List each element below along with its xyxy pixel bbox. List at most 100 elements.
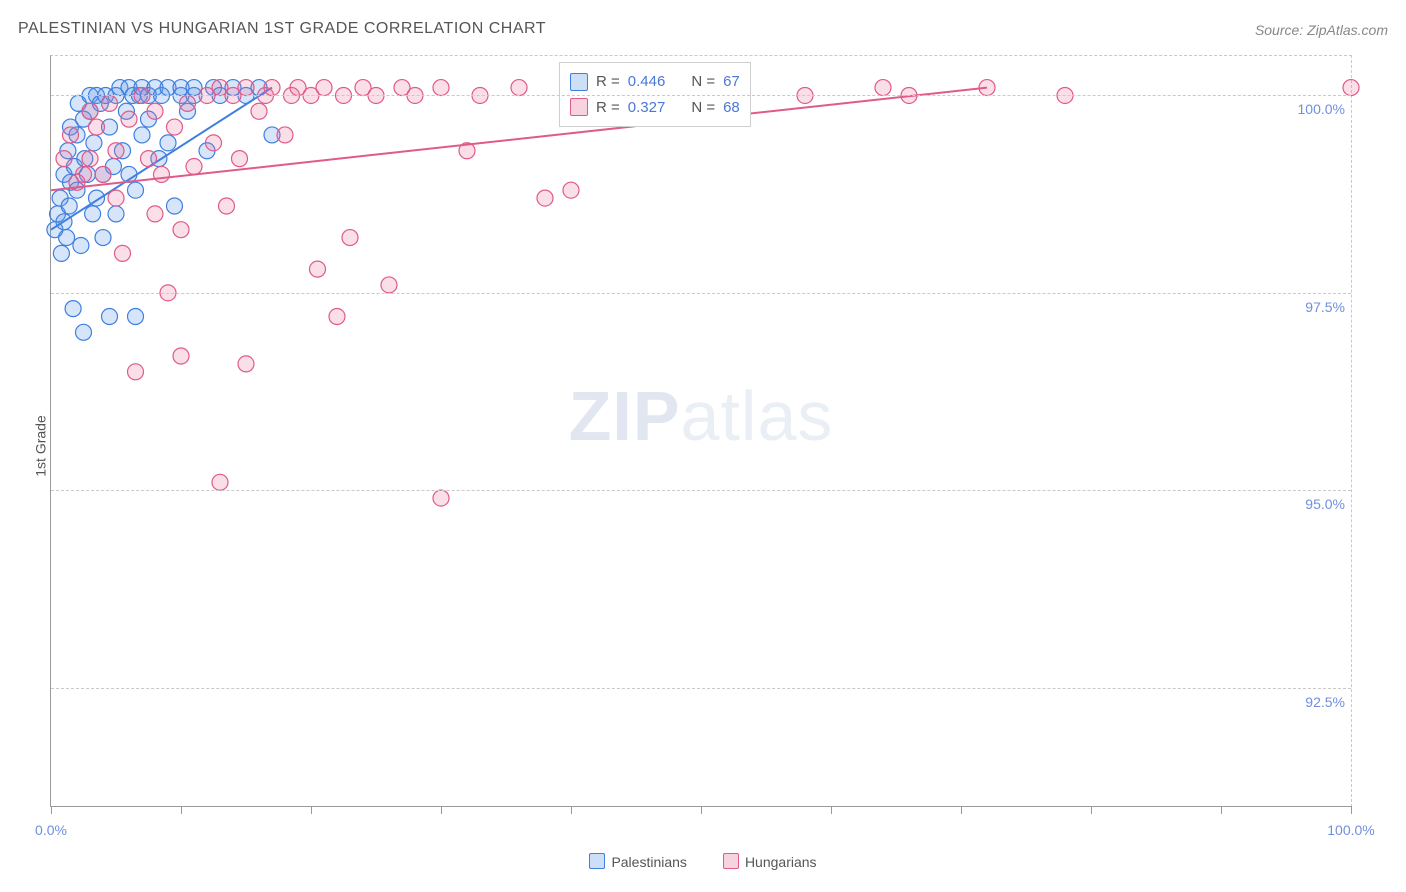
data-point <box>63 127 79 143</box>
legend-label: Hungarians <box>745 854 817 870</box>
data-point <box>219 198 235 214</box>
y-tick-label: 92.5% <box>1305 694 1345 710</box>
data-point <box>206 135 222 151</box>
data-point <box>147 103 163 119</box>
data-point <box>316 80 332 96</box>
legend-swatch <box>589 853 605 869</box>
data-point <box>53 245 69 261</box>
data-point <box>82 103 98 119</box>
stats-swatch <box>570 73 588 91</box>
data-point <box>76 166 92 182</box>
y-axis-label: 1st Grade <box>33 415 49 476</box>
data-point <box>95 166 111 182</box>
chart-svg <box>51 56 1351 806</box>
data-point <box>95 230 111 246</box>
legend-item: Palestinians <box>589 854 687 870</box>
data-point <box>115 245 131 261</box>
x-tick <box>1091 806 1092 814</box>
data-point <box>232 151 248 167</box>
data-point <box>147 206 163 222</box>
data-point <box>76 324 92 340</box>
data-point <box>82 151 98 167</box>
legend-swatch <box>723 853 739 869</box>
bottom-legend: Palestinians Hungarians <box>0 853 1406 870</box>
data-point <box>511 80 527 96</box>
data-point <box>433 80 449 96</box>
stats-row: R = 0.327 N = 68 <box>570 95 740 121</box>
data-point <box>238 80 254 96</box>
stats-r-label: R = <box>596 95 620 121</box>
data-point <box>342 230 358 246</box>
x-tick-label: 100.0% <box>1327 822 1374 838</box>
x-tick <box>831 806 832 814</box>
data-point <box>180 95 196 111</box>
stats-r-value: 0.446 <box>628 69 666 95</box>
data-point <box>102 309 118 325</box>
stats-r-value: 0.327 <box>628 95 666 121</box>
x-tick <box>51 806 52 814</box>
data-point <box>173 222 189 238</box>
grid-line <box>51 95 1351 96</box>
data-point <box>238 356 254 372</box>
data-point <box>160 135 176 151</box>
grid-line <box>51 490 1351 491</box>
x-tick <box>961 806 962 814</box>
x-tick <box>1351 806 1352 814</box>
data-point <box>121 111 137 127</box>
data-point <box>563 182 579 198</box>
data-point <box>433 490 449 506</box>
data-point <box>128 309 144 325</box>
data-point <box>102 95 118 111</box>
data-point <box>167 119 183 135</box>
x-tick <box>311 806 312 814</box>
data-point <box>89 119 105 135</box>
data-point <box>141 151 157 167</box>
data-point <box>73 237 89 253</box>
grid-line <box>51 293 1351 294</box>
y-tick-label: 100.0% <box>1298 101 1345 117</box>
data-point <box>128 364 144 380</box>
data-point <box>65 301 81 317</box>
data-point <box>251 103 267 119</box>
chart-title: PALESTINIAN VS HUNGARIAN 1ST GRADE CORRE… <box>18 20 546 38</box>
stats-n-value: 67 <box>723 69 740 95</box>
x-tick-label: 0.0% <box>35 822 67 838</box>
data-point <box>59 230 75 246</box>
grid-line <box>51 688 1351 689</box>
legend-item: Hungarians <box>723 854 817 870</box>
y-tick-label: 95.0% <box>1305 496 1345 512</box>
data-point <box>537 190 553 206</box>
data-point <box>875 80 891 96</box>
data-point <box>128 182 144 198</box>
plot-area: ZIPatlas R =0.446N =67R =0.327N =68 92.5… <box>50 55 1352 807</box>
x-tick <box>1221 806 1222 814</box>
stats-n-value: 68 <box>723 95 740 121</box>
data-point <box>381 277 397 293</box>
data-point <box>134 127 150 143</box>
x-tick <box>181 806 182 814</box>
data-point <box>212 474 228 490</box>
data-point <box>154 166 170 182</box>
data-point <box>329 309 345 325</box>
data-point <box>108 206 124 222</box>
data-point <box>167 198 183 214</box>
data-point <box>85 206 101 222</box>
data-point <box>173 348 189 364</box>
x-tick <box>441 806 442 814</box>
data-point <box>186 159 202 175</box>
legend-label: Palestinians <box>611 854 687 870</box>
stats-n-label: N = <box>691 69 715 95</box>
data-point <box>61 198 77 214</box>
x-tick <box>571 806 572 814</box>
stats-row: R =0.446N =67 <box>570 69 740 95</box>
x-tick <box>701 806 702 814</box>
stats-n-label: N = <box>691 95 715 121</box>
data-point <box>264 80 280 96</box>
source-label: Source: ZipAtlas.com <box>1255 22 1388 38</box>
data-point <box>56 151 72 167</box>
stats-swatch <box>570 98 588 116</box>
data-point <box>108 190 124 206</box>
y-tick-label: 97.5% <box>1305 299 1345 315</box>
data-point <box>108 143 124 159</box>
data-point <box>86 135 102 151</box>
